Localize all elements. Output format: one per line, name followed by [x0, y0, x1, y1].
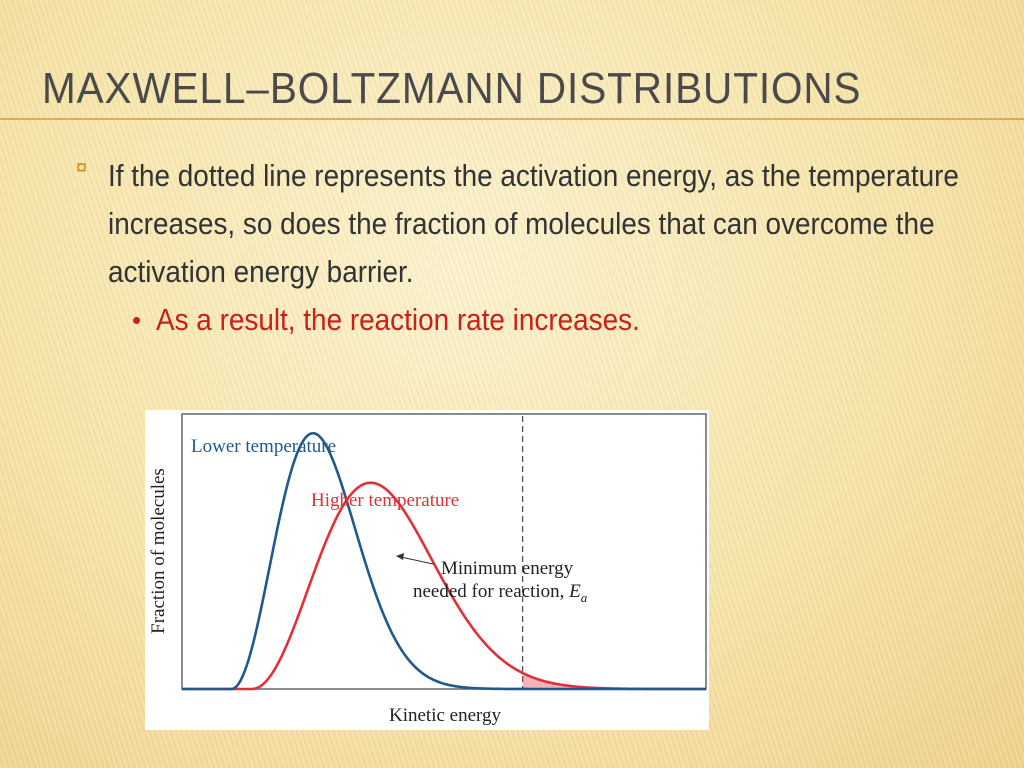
annotation-line-1: Minimum energy [441, 558, 574, 579]
bullet-marker-icon: ¤ [76, 157, 88, 179]
bullet-item-main: ¤ If the dotted line represents the acti… [76, 152, 976, 296]
bullet-list: ¤ If the dotted line represents the acti… [76, 152, 976, 344]
title-divider-line [0, 118, 1024, 120]
bullet-text-main: If the dotted line represents the activa… [108, 158, 959, 289]
annotation-leader-line [400, 556, 434, 565]
curve-lower-temperature [182, 431, 706, 691]
annotation-line-2: needed for reaction, Ea [413, 581, 588, 605]
annotation-arrowhead-icon [396, 553, 404, 560]
distribution-diagram: Lower temperature Higher temperature Min… [148, 413, 707, 726]
label-lower-temperature: Lower temperature [191, 436, 336, 457]
label-higher-temperature: Higher temperature [311, 490, 459, 511]
x-axis-label: Kinetic energy [389, 705, 502, 726]
maxwell-boltzmann-figure: Lower temperature Higher temperature Min… [145, 410, 709, 730]
shaded-area-higher-temperature [522, 672, 706, 689]
bullet-item-sub: • As a result, the reaction rate increas… [76, 296, 976, 344]
y-axis-label: Fraction of molecules [148, 468, 169, 634]
slide-title: MAXWELL–BOLTZMANN DISTRIBUTIONS [42, 64, 862, 113]
plot-frame [181, 413, 707, 690]
sub-bullet-marker-icon: • [132, 305, 142, 335]
bullet-text-sub: As a result, the reaction rate increases… [156, 302, 640, 337]
